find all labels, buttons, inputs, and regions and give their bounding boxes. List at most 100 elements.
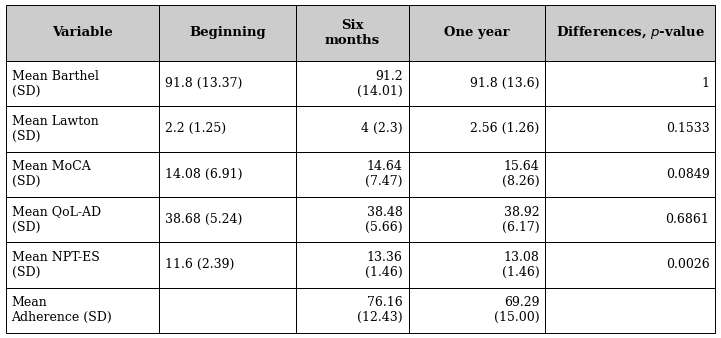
Bar (6, 5, 159, 61)
Bar (409, 242, 545, 288)
Bar (296, 197, 409, 242)
Bar (545, 242, 715, 288)
Bar (296, 242, 409, 288)
Text: 14.64
(7.47): 14.64 (7.47) (366, 160, 403, 188)
Bar (296, 288, 409, 333)
Bar (6, 151, 159, 197)
Bar (296, 61, 409, 106)
Text: 1: 1 (702, 77, 709, 90)
Text: Mean
Adherence (SD): Mean Adherence (SD) (12, 296, 112, 324)
Bar (159, 197, 296, 242)
Bar (409, 197, 545, 242)
Bar (296, 106, 409, 151)
Bar (159, 288, 296, 333)
Bar (296, 5, 409, 61)
Bar (296, 197, 409, 242)
Bar (6, 106, 159, 151)
Text: 2.2 (1.25): 2.2 (1.25) (165, 122, 226, 135)
Bar (409, 288, 545, 333)
Bar (159, 288, 296, 333)
Bar (159, 151, 296, 197)
Bar (545, 106, 715, 151)
Bar (159, 197, 296, 242)
Text: 38.48
(5.66): 38.48 (5.66) (365, 206, 403, 234)
Text: Mean MoCA
(SD): Mean MoCA (SD) (12, 160, 90, 188)
Bar (409, 106, 545, 151)
Bar (545, 197, 715, 242)
Bar (409, 61, 545, 106)
Bar (6, 288, 159, 333)
Bar (296, 5, 409, 61)
Bar (6, 61, 159, 106)
Bar (545, 151, 715, 197)
Bar (409, 5, 545, 61)
Text: Mean Lawton
(SD): Mean Lawton (SD) (12, 115, 98, 143)
Bar (545, 288, 715, 333)
Bar (296, 106, 409, 151)
Bar (545, 106, 715, 151)
Text: 4 (2.3): 4 (2.3) (361, 122, 403, 135)
Bar (6, 242, 159, 288)
Text: Mean Barthel
(SD): Mean Barthel (SD) (12, 70, 98, 98)
Bar (409, 197, 545, 242)
Text: Six
months: Six months (324, 19, 380, 47)
Bar (409, 288, 545, 333)
Bar (6, 61, 159, 106)
Bar (409, 151, 545, 197)
Bar (6, 197, 159, 242)
Bar (159, 242, 296, 288)
Text: 69.29
(15.00): 69.29 (15.00) (494, 296, 539, 324)
Text: 0.0849: 0.0849 (665, 168, 709, 181)
Bar (545, 61, 715, 106)
Bar (6, 106, 159, 151)
Bar (545, 151, 715, 197)
Bar (545, 5, 715, 61)
Bar (159, 61, 296, 106)
Text: 11.6 (2.39): 11.6 (2.39) (165, 259, 234, 271)
Bar (159, 5, 296, 61)
Text: 91.8 (13.6): 91.8 (13.6) (470, 77, 539, 90)
Bar (409, 106, 545, 151)
Bar (296, 151, 409, 197)
Bar (159, 61, 296, 106)
Text: 38.92
(6.17): 38.92 (6.17) (502, 206, 539, 234)
Bar (296, 61, 409, 106)
Text: Variable: Variable (52, 26, 113, 40)
Bar (6, 5, 159, 61)
Text: 91.2
(14.01): 91.2 (14.01) (357, 70, 403, 98)
Text: 2.56 (1.26): 2.56 (1.26) (470, 122, 539, 135)
Bar (159, 151, 296, 197)
Bar (545, 197, 715, 242)
Bar (545, 5, 715, 61)
Bar (296, 151, 409, 197)
Bar (409, 5, 545, 61)
Bar (6, 197, 159, 242)
Bar (6, 288, 159, 333)
Bar (409, 151, 545, 197)
Text: One year: One year (444, 26, 510, 40)
Text: 38.68 (5.24): 38.68 (5.24) (165, 213, 243, 226)
Text: 14.08 (6.91): 14.08 (6.91) (165, 168, 243, 181)
Text: Beginning: Beginning (190, 26, 266, 40)
Bar (6, 242, 159, 288)
Text: 15.64
(8.26): 15.64 (8.26) (502, 160, 539, 188)
Bar (159, 242, 296, 288)
Bar (6, 151, 159, 197)
Bar (296, 242, 409, 288)
Bar (159, 106, 296, 151)
Text: 0.6861: 0.6861 (665, 213, 709, 226)
Text: 13.08
(1.46): 13.08 (1.46) (502, 251, 539, 279)
Bar (159, 5, 296, 61)
Bar (545, 242, 715, 288)
Bar (409, 242, 545, 288)
Bar (409, 61, 545, 106)
Text: 13.36
(1.46): 13.36 (1.46) (365, 251, 403, 279)
Text: 0.0026: 0.0026 (665, 259, 709, 271)
Text: Mean QoL-AD
(SD): Mean QoL-AD (SD) (12, 206, 101, 234)
Text: 0.1533: 0.1533 (665, 122, 709, 135)
Bar (296, 288, 409, 333)
Text: Differences, $\it{p}$-value: Differences, $\it{p}$-value (556, 24, 705, 42)
Text: Mean NPT-ES
(SD): Mean NPT-ES (SD) (12, 251, 99, 279)
Bar (545, 288, 715, 333)
Text: 76.16
(12.43): 76.16 (12.43) (357, 296, 403, 324)
